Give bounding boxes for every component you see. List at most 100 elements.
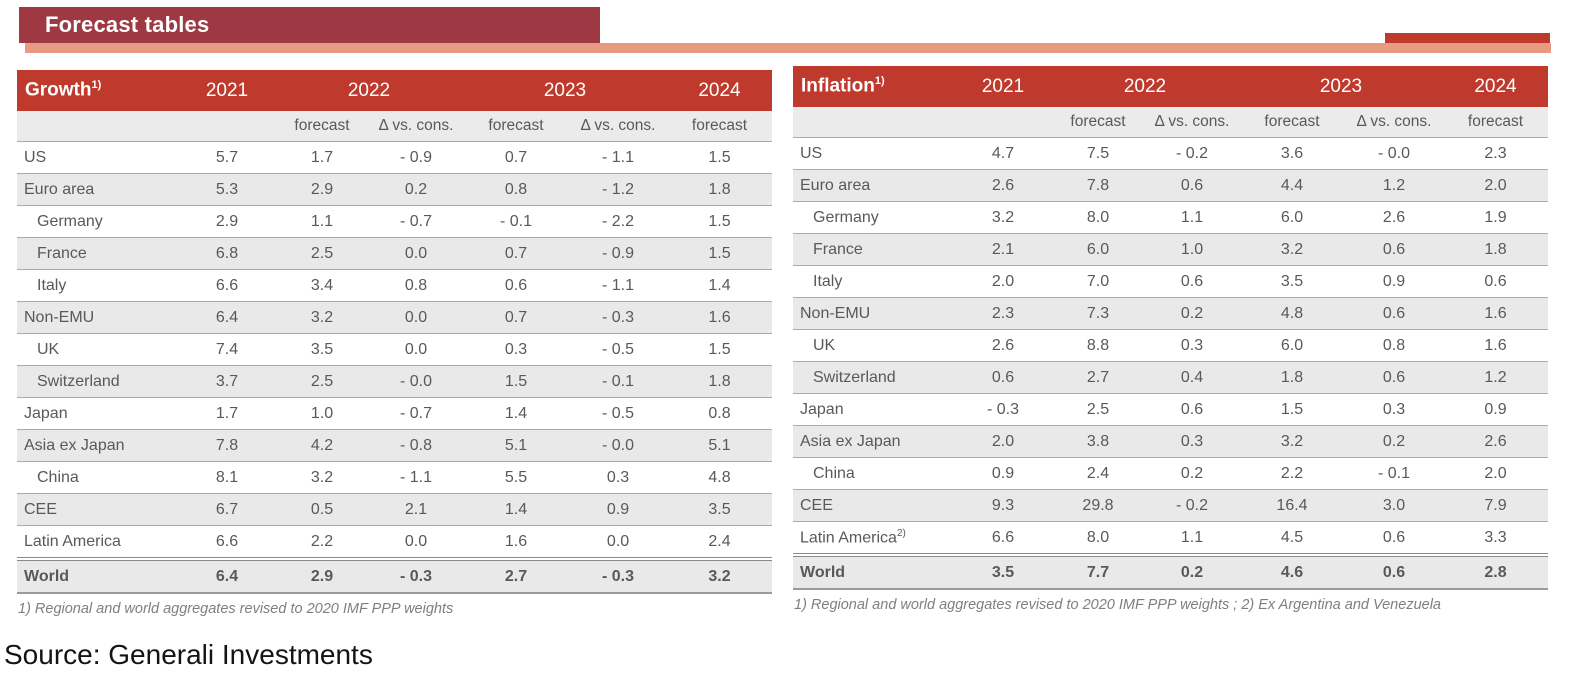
- value-cell: 2.3: [1443, 137, 1548, 170]
- value-cell: 0.9: [1443, 393, 1548, 426]
- subheader-empty-cell: [179, 111, 275, 142]
- subheader-cell: forecast: [1443, 107, 1548, 138]
- row-label: China: [17, 461, 179, 494]
- value-cell: 1.8: [1443, 233, 1548, 266]
- value-cell: 0.7: [463, 301, 569, 334]
- value-cell: - 2.2: [569, 205, 667, 238]
- value-cell: 6.0: [1239, 329, 1345, 362]
- table-row-euro-area: Euro area 2.6 7.8 0.6 4.4 1.2 2.0: [793, 169, 1548, 202]
- page-title: Forecast tables: [45, 12, 210, 37]
- value-cell: 4.6: [1239, 553, 1345, 590]
- table-row-uk: UK 7.4 3.5 0.0 0.3- 0.5 1.5: [17, 333, 772, 366]
- value-cell: 0.6: [1345, 361, 1443, 394]
- year-header-2024: 2024: [1443, 66, 1548, 107]
- table-row-euro-area: Euro area 5.3 2.9 0.2 0.8- 1.2 1.8: [17, 173, 772, 206]
- value-cell: 6.6: [179, 525, 275, 559]
- value-cell: 2.1: [369, 493, 463, 526]
- value-cell: 0.3: [569, 461, 667, 494]
- inflation-table-container: Inflation1) 2021 2022 2023 2024 forecast Δ vs.…: [793, 66, 1548, 613]
- value-cell: 1.0: [275, 397, 369, 430]
- value-cell: 2.0: [955, 425, 1051, 458]
- inflation-table-title: Inflation1): [793, 66, 955, 107]
- value-cell: 2.5: [1051, 393, 1145, 426]
- row-label: Asia ex Japan: [17, 429, 179, 462]
- value-cell: 7.8: [1051, 169, 1145, 202]
- source-text: Source: Generali Investments: [4, 639, 373, 670]
- value-cell: 0.0: [369, 237, 463, 270]
- value-cell: 1.6: [463, 525, 569, 559]
- table-row-germany: Germany 3.2 8.0 1.1 6.0 2.6 1.9: [793, 201, 1548, 234]
- row-label: China: [793, 457, 955, 490]
- value-cell: - 0.0: [1345, 137, 1443, 170]
- value-cell: 0.0: [569, 525, 667, 559]
- value-cell: 1.7: [275, 141, 369, 174]
- value-cell: - 0.5: [569, 397, 667, 430]
- value-cell: 1.5: [667, 141, 772, 174]
- table-row-cee: CEE 9.3 29.8- 0.2 16.4 3.0 7.9: [793, 489, 1548, 522]
- value-cell: 2.5: [275, 365, 369, 398]
- value-cell: 1.5: [463, 365, 569, 398]
- value-cell: 1.5: [667, 205, 772, 238]
- value-cell: 29.8: [1051, 489, 1145, 522]
- year-header-2022: 2022: [275, 70, 463, 111]
- value-cell: 0.9: [569, 493, 667, 526]
- table-row-france: France 2.1 6.0 1.0 3.2 0.6 1.8: [793, 233, 1548, 266]
- value-cell: 1.1: [1145, 201, 1239, 234]
- value-cell: 2.7: [463, 557, 569, 594]
- table-row-asia-ex-japan: Asia ex Japan 2.0 3.8 0.3 3.2 0.2 2.6: [793, 425, 1548, 458]
- row-label: UK: [17, 333, 179, 366]
- value-cell: 3.5: [955, 553, 1051, 590]
- value-cell: - 0.3: [369, 557, 463, 594]
- row-label: Germany: [793, 201, 955, 234]
- value-cell: 16.4: [1239, 489, 1345, 522]
- row-label: Japan: [17, 397, 179, 430]
- row-footnote-marker: 2): [896, 527, 906, 539]
- row-label: Euro area: [17, 173, 179, 206]
- value-cell: 2.6: [1443, 425, 1548, 458]
- value-cell: 6.4: [179, 301, 275, 334]
- value-cell: 0.0: [369, 525, 463, 559]
- value-cell: 2.9: [275, 173, 369, 206]
- row-label: Euro area: [793, 169, 955, 202]
- value-cell: 2.1: [955, 233, 1051, 266]
- value-cell: 1.8: [667, 365, 772, 398]
- growth-table: Growth1) 2021 2022 2023 2024 forecast Δ vs. co…: [17, 70, 772, 594]
- row-label: Non-EMU: [17, 301, 179, 334]
- value-cell: - 0.8: [369, 429, 463, 462]
- value-cell: 3.6: [1239, 137, 1345, 170]
- value-cell: 0.8: [463, 173, 569, 206]
- row-label: Italy: [17, 269, 179, 302]
- title-footnote-marker: 1): [874, 75, 885, 88]
- subheader-cell: forecast: [1051, 107, 1145, 138]
- value-cell: 2.0: [1443, 457, 1548, 490]
- growth-header-row: Growth1) 2021 2022 2023 2024: [17, 70, 772, 111]
- value-cell: 0.3: [1145, 329, 1239, 362]
- subheader-empty-cell: [955, 107, 1051, 138]
- row-label: France: [793, 233, 955, 266]
- value-cell: 0.2: [369, 173, 463, 206]
- growth-table-title: Growth1): [17, 70, 179, 111]
- inflation-header-row: Inflation1) 2021 2022 2023 2024: [793, 66, 1548, 107]
- value-cell: 4.5: [1239, 521, 1345, 555]
- value-cell: 4.8: [667, 461, 772, 494]
- table-row-china: China 0.9 2.4 0.2 2.2- 0.1 2.0: [793, 457, 1548, 490]
- value-cell: 0.6: [1145, 169, 1239, 202]
- subheader-cell: Δ vs. cons.: [1345, 107, 1443, 138]
- subheader-cell: forecast: [463, 111, 569, 142]
- value-cell: - 0.1: [569, 365, 667, 398]
- value-cell: 7.0: [1051, 265, 1145, 298]
- value-cell: - 0.5: [569, 333, 667, 366]
- table-row-japan: Japan 1.7 1.0- 0.7 1.4- 0.5 0.8: [17, 397, 772, 430]
- value-cell: - 0.3: [955, 393, 1051, 426]
- row-label: France: [17, 237, 179, 270]
- value-cell: 0.3: [463, 333, 569, 366]
- value-cell: 1.5: [667, 333, 772, 366]
- value-cell: 0.0: [369, 333, 463, 366]
- row-label: CEE: [17, 493, 179, 526]
- value-cell: 1.4: [667, 269, 772, 302]
- value-cell: - 0.0: [369, 365, 463, 398]
- value-cell: 0.6: [1345, 553, 1443, 590]
- table-row-switzerland: Switzerland 3.7 2.5- 0.0 1.5- 0.1 1.8: [17, 365, 772, 398]
- value-cell: 1.6: [667, 301, 772, 334]
- accent-stripe: [25, 43, 1551, 53]
